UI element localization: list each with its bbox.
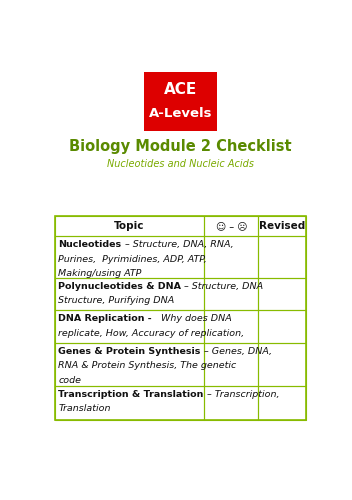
Bar [55,236,204,278]
Bar [55,216,204,236]
Text: Making/using ATP: Making/using ATP [58,269,142,278]
Bar [258,386,306,420]
Text: Nucleotides and Nucleic Acids: Nucleotides and Nucleic Acids [107,159,254,169]
Text: Topic: Topic [114,221,145,231]
Text: Polynucleotides & DNA: Polynucleotides & DNA [58,282,182,290]
Text: DNA Replication -: DNA Replication - [58,314,155,323]
Text: – Structure, DNA: – Structure, DNA [182,282,264,290]
Bar [258,278,306,310]
Text: Genes & Protein Synthesis: Genes & Protein Synthesis [58,346,201,356]
Bar [55,310,204,342]
FancyBboxPatch shape [144,72,217,131]
Bar [204,386,258,420]
Text: Why does DNA: Why does DNA [155,314,232,323]
Text: replicate, How, Accuracy of replication,: replicate, How, Accuracy of replication, [58,328,245,338]
Text: Translation: Translation [58,404,111,413]
Text: Purines,  Pyrimidines, ADP, ATP,: Purines, Pyrimidines, ADP, ATP, [58,254,207,264]
Text: – Transcription,: – Transcription, [204,390,279,399]
Text: Biology Module 2 Checklist: Biology Module 2 Checklist [69,139,292,154]
Bar [204,236,258,278]
Bar [55,342,204,386]
Bar [204,310,258,342]
Text: ACE: ACE [164,82,197,97]
Bar [55,278,204,310]
Text: Nucleotides: Nucleotides [58,240,121,249]
Bar [55,386,204,420]
Text: – Genes, DNA,: – Genes, DNA, [201,346,272,356]
Bar [55,216,306,420]
Text: Revised: Revised [259,221,305,231]
Bar [258,342,306,386]
Bar [258,216,306,236]
Text: – Structure, DNA, RNA,: – Structure, DNA, RNA, [121,240,233,249]
Text: RNA & Protein Synthesis, The genetic: RNA & Protein Synthesis, The genetic [58,361,237,370]
Bar [258,236,306,278]
Text: Structure, Purifying DNA: Structure, Purifying DNA [58,296,175,305]
Bar [204,278,258,310]
Text: code: code [58,376,81,385]
Text: Transcription & Translation: Transcription & Translation [58,390,204,399]
Text: A-Levels: A-Levels [149,107,212,120]
Text: ☺ – ☹: ☺ – ☹ [215,221,247,231]
Bar [204,342,258,386]
Bar [204,216,258,236]
Bar [258,310,306,342]
